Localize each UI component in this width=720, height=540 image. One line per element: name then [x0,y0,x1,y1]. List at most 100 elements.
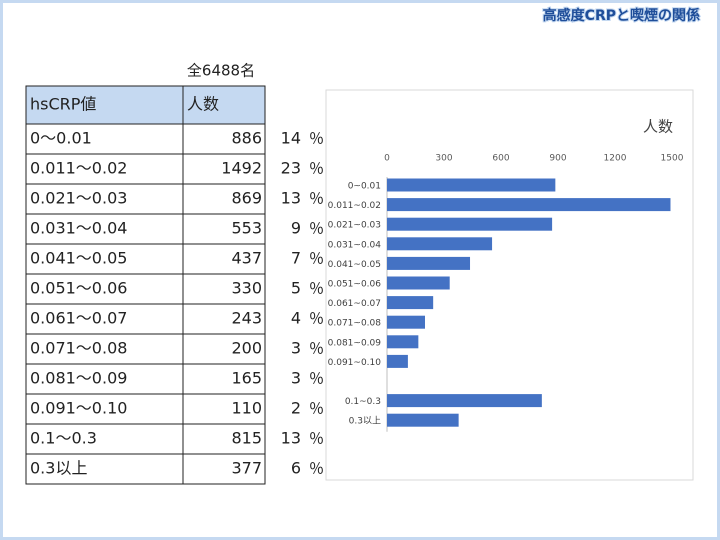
y-tick-label: 0.011~0.02 [328,201,381,211]
row-count: 1492 [221,159,262,178]
x-tick-label: 0 [384,154,390,164]
percent-sign: ％ [309,280,324,298]
row-percent: 7 [291,249,301,268]
percent-sign: ％ [309,130,324,148]
percent-sign: ％ [309,190,324,208]
row-percent: 5 [291,279,301,298]
row-count: 200 [231,339,262,358]
row-percent: 13 [281,429,301,448]
bar [387,335,419,349]
y-tick-label: 0.071~0.08 [328,319,382,329]
percent-sign: ％ [309,370,324,388]
y-tick-label: 0.041~0.05 [328,260,381,270]
table-cell [25,363,184,395]
bar [387,413,459,427]
table-cell [25,243,184,275]
percent-sign: ％ [309,400,324,418]
x-tick-label: 1200 [604,154,627,164]
row-percent: 2 [291,399,301,418]
row-count: 330 [231,279,262,298]
x-tick-label: 1500 [661,154,684,164]
table-cell [182,153,266,185]
table-header-bg [25,85,266,125]
bar [387,296,434,310]
table-cell [182,183,266,215]
bar [387,198,671,212]
row-label: 0.091〜0.10 [30,399,127,418]
row-percent: 13 [281,189,301,208]
y-tick-label: 0.091~0.10 [328,358,382,368]
row-percent: 9 [291,219,301,238]
row-percent: 4 [291,309,301,328]
row-count: 553 [231,219,262,238]
table-cell [182,303,266,335]
row-label: 0.1〜0.3 [30,429,97,448]
bar [387,178,556,192]
percent-sign: ％ [309,250,324,268]
row-label: 0.031〜0.04 [30,219,127,238]
chart-frame [325,89,694,481]
row-label: 0.041〜0.05 [30,249,127,268]
row-label: 0.061〜0.07 [30,309,127,328]
row-count: 869 [231,189,262,208]
row-count: 243 [231,309,262,328]
table-cell [182,213,266,245]
chart-title: 人数 [643,118,673,136]
y-tick-label: 0.3以上 [349,416,381,427]
row-percent: 3 [291,339,301,358]
percent-sign: ％ [309,310,324,328]
row-count: 437 [231,249,262,268]
row-label: 0.3以上 [30,459,87,478]
percent-sign: ％ [309,430,324,448]
row-label: 0.071〜0.08 [30,339,127,358]
x-tick-label: 900 [549,154,566,164]
percent-sign: ％ [309,160,324,178]
y-tick-label: 0.021~0.03 [328,221,381,231]
table-cell [182,453,266,485]
x-tick-label: 300 [435,154,452,164]
row-label: 0.081〜0.09 [30,369,127,388]
table-cell [25,303,184,335]
row-count: 815 [231,429,262,448]
canvas: 高感度CRPと喫煙の関係 全6488名 人数 hsCRP値 人数0〜0.01 886… [25,6,701,485]
column-header: 人数 [187,95,219,114]
y-tick-label: 0.031~0.04 [328,240,382,250]
row-percent: 3 [291,369,301,388]
table-cell [182,273,266,305]
bar [387,217,553,231]
row-count: 110 [231,399,262,418]
bar [387,354,408,368]
y-tick-label: 0.1~0.3 [345,397,381,407]
bar [387,276,450,290]
table-cell [182,363,266,395]
column-header: hsCRP値 [30,95,96,114]
total: 全6488名 [187,62,255,80]
table-cell [182,243,266,275]
percent-sign: ％ [309,460,324,478]
row-count: 377 [231,459,262,478]
table-cell [25,123,184,155]
bar [387,394,542,408]
row-label: 0.051〜0.06 [30,279,127,298]
bar [387,237,493,251]
bar [387,315,425,329]
bar [387,256,471,270]
row-count: 886 [231,129,262,148]
slide-title: 高感度CRPと喫煙の関係 [543,7,700,24]
table-cell [25,453,184,485]
y-tick-label: 0~0.01 [348,182,381,192]
row-label: 0.021〜0.03 [30,189,127,208]
y-tick-label: 0.081~0.09 [328,338,382,348]
row-count: 165 [231,369,262,388]
table-cell [25,183,184,215]
row-label: 0〜0.01 [30,129,92,148]
percent-sign: ％ [309,220,324,238]
percent-sign: ％ [309,340,324,358]
y-tick-label: 0.051~0.06 [328,280,382,290]
y-tick-label: 0.061~0.07 [328,299,381,309]
row-percent: 23 [281,159,301,178]
x-tick-label: 600 [492,154,509,164]
row-percent: 14 [281,129,301,148]
row-percent: 6 [291,459,301,478]
